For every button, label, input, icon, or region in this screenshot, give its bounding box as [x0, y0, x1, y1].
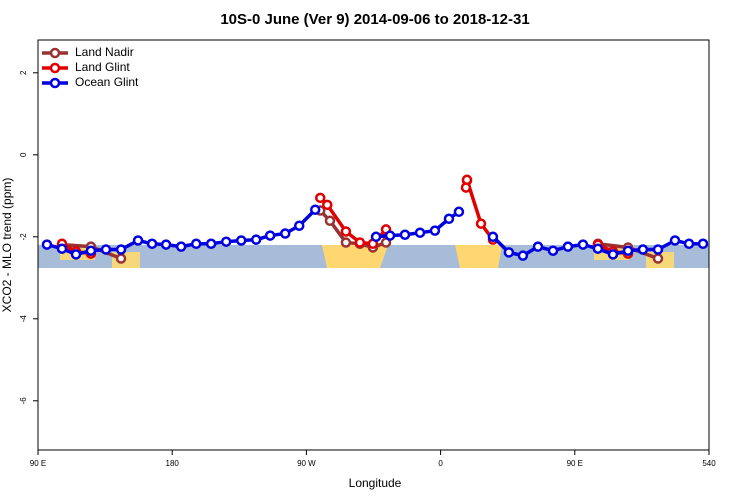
data-point [399, 229, 411, 240]
x-tick-label: 90 E [30, 459, 46, 468]
chart-title: 10S-0 June (Ver 9) 2014-09-06 to 2018-12… [220, 11, 529, 28]
data-point [115, 253, 127, 264]
data-point [354, 237, 366, 248]
data-point [279, 228, 291, 239]
data-point [324, 215, 336, 227]
data-point [461, 174, 473, 186]
land [455, 245, 502, 268]
x-tick-label: 0 [438, 459, 443, 468]
data-point [293, 220, 305, 231]
data-point [607, 249, 619, 260]
legend-label: Ocean Glint [75, 75, 139, 89]
x-tick-label: 540 [702, 459, 716, 468]
data-point [190, 238, 202, 250]
data-point [622, 245, 634, 256]
data-point [315, 192, 326, 204]
data-point [443, 213, 455, 225]
data-point [322, 199, 333, 211]
plot-frame [37, 39, 710, 451]
y-tick-label: 0 [19, 152, 28, 157]
data-point [56, 243, 68, 254]
data-point [146, 238, 158, 250]
data-point [41, 239, 53, 250]
data-point [487, 231, 499, 243]
data-point [414, 227, 426, 238]
data-point [340, 226, 352, 237]
data-point [532, 241, 544, 252]
data-point [100, 244, 112, 255]
data-point [384, 230, 396, 241]
data-point [70, 249, 82, 260]
x-tick-label: 90 E [567, 459, 583, 468]
y-tick-label: -2 [19, 233, 28, 241]
y-tick-label: -4 [19, 315, 28, 323]
data-point [115, 244, 127, 255]
land [322, 245, 388, 268]
x-tick-label: 180 [166, 459, 180, 468]
data-point [669, 235, 681, 246]
data-point [250, 234, 262, 245]
legend-marker [49, 62, 61, 74]
data-point [517, 250, 529, 261]
data-point [503, 247, 515, 258]
y-tick-label: 2 [19, 70, 28, 75]
data-point [547, 245, 559, 256]
data-point [637, 244, 649, 255]
data-point [453, 206, 465, 218]
data-point [652, 244, 664, 255]
legend-label: Land Nadir [75, 45, 134, 59]
data-point [220, 236, 232, 247]
data-point [160, 239, 172, 250]
legend-marker [49, 47, 61, 59]
y-axis-label: XCO2 - MLO trend (ppm) [0, 178, 14, 313]
data-point [132, 235, 144, 246]
data-point [577, 239, 589, 250]
data-point [264, 230, 276, 241]
data-point [652, 253, 664, 264]
x-axis-label: Longitude [349, 476, 402, 490]
data-point [340, 237, 352, 248]
data-point [175, 241, 187, 252]
data-point [697, 238, 709, 250]
legend-label: Land Glint [75, 60, 130, 74]
data-point [235, 235, 247, 246]
data-point [475, 218, 487, 229]
data-point [562, 241, 574, 252]
data-point [370, 231, 382, 243]
y-tick-label: -6 [19, 397, 28, 405]
data-point [309, 204, 321, 215]
data-point [205, 238, 217, 250]
x-tick-label: 90 W [297, 459, 316, 468]
data-point [429, 225, 441, 236]
data-point [85, 245, 97, 256]
data-point [592, 243, 604, 254]
data-point [683, 238, 695, 250]
legend-marker [49, 77, 61, 89]
